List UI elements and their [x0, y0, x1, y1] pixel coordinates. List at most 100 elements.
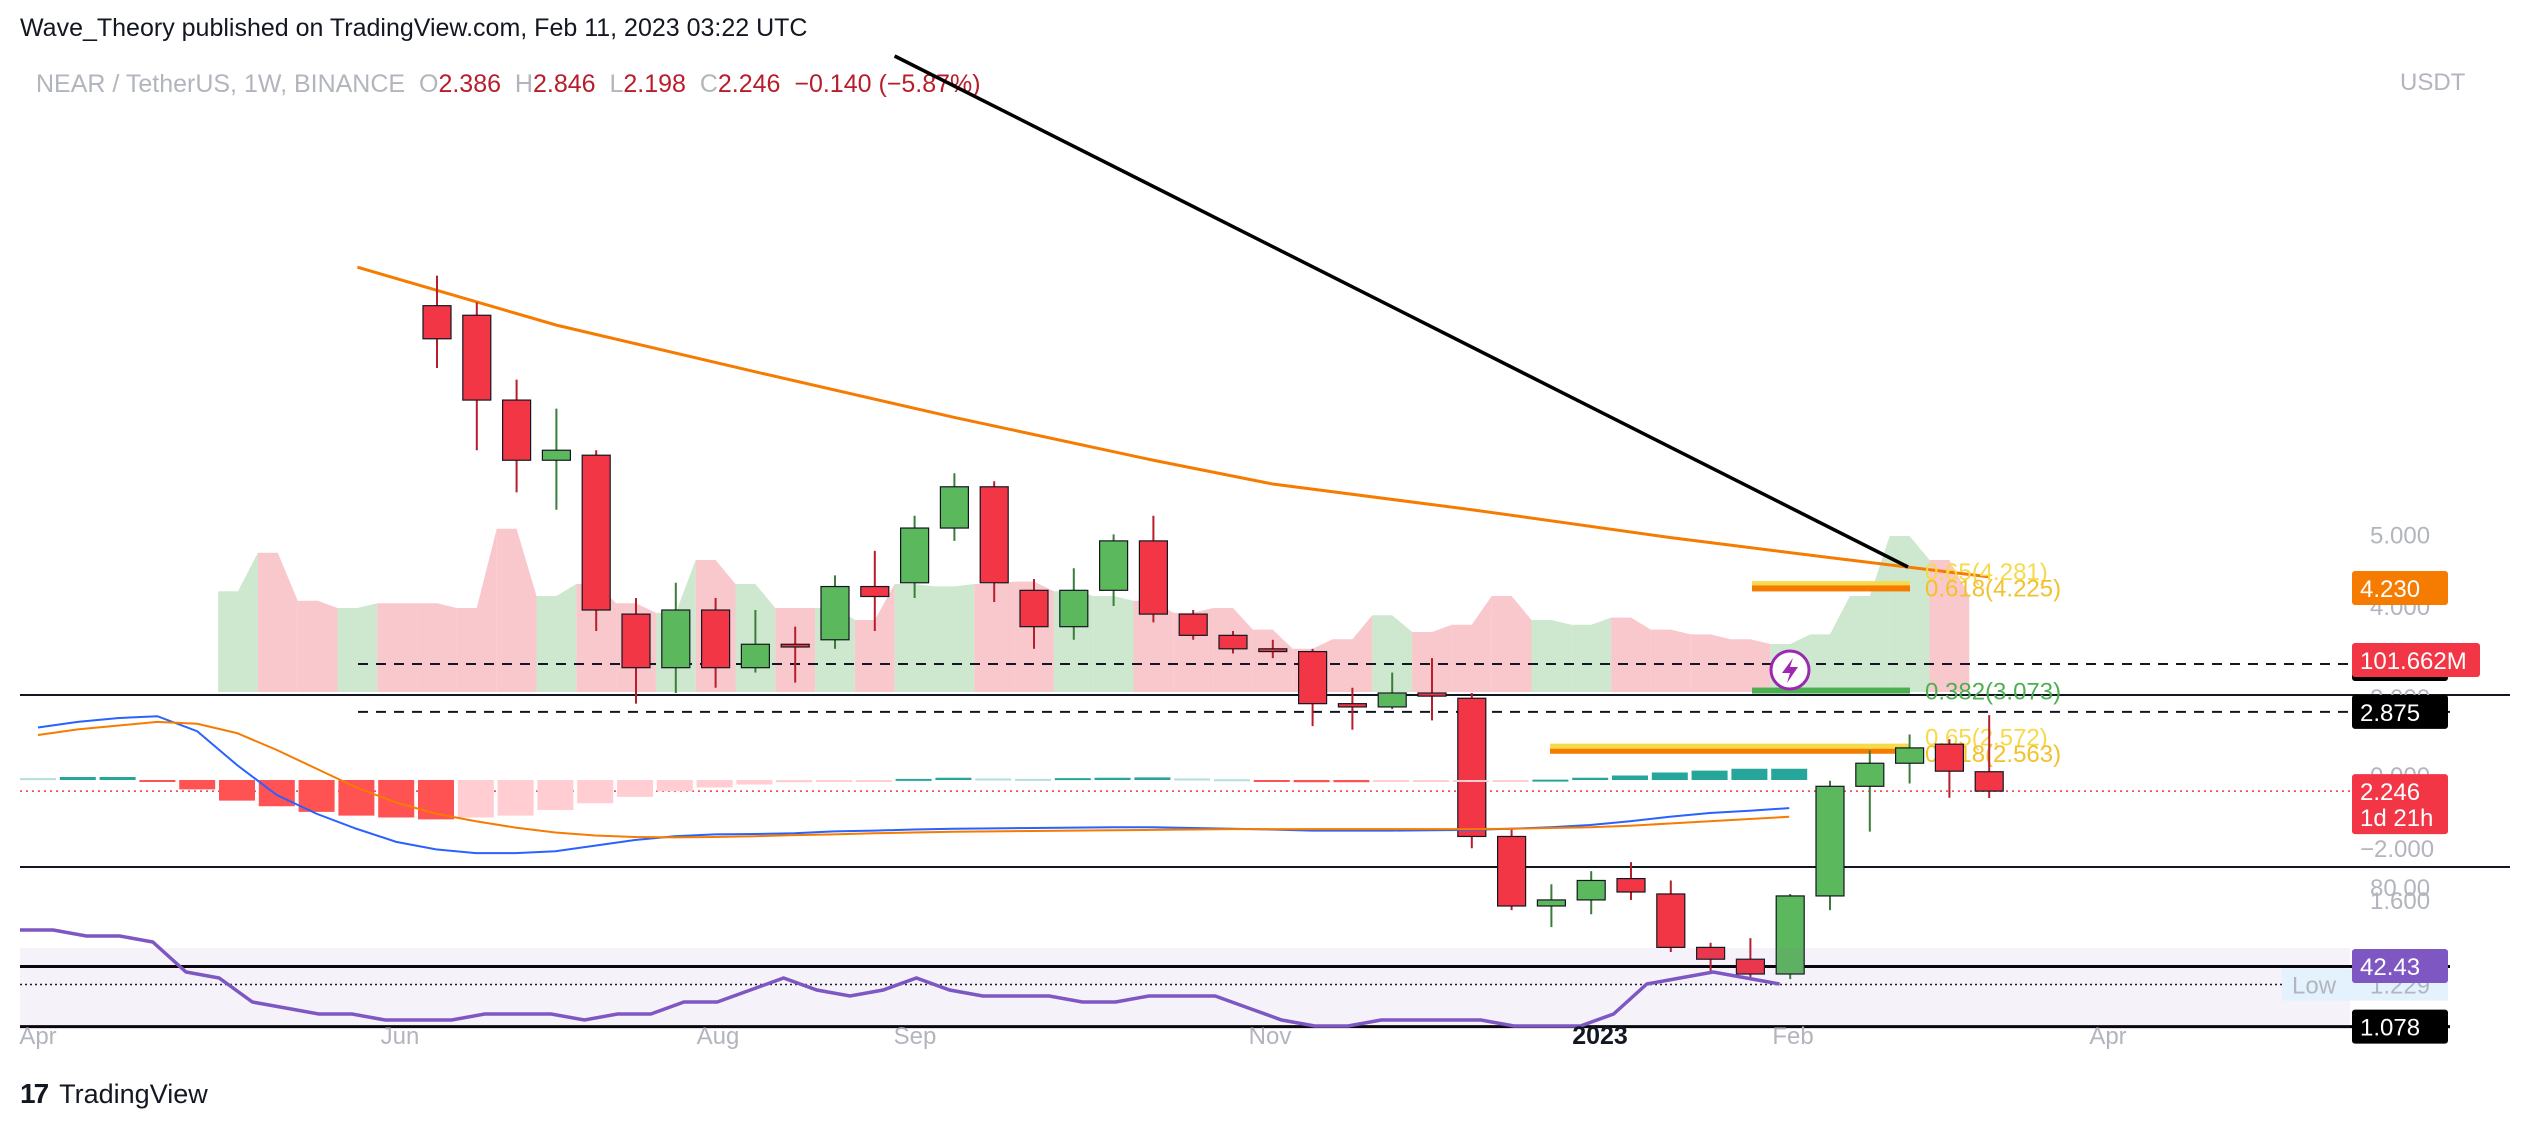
candle-body [939, 486, 970, 529]
candle-body [581, 454, 611, 611]
macd-histogram-bar [895, 778, 932, 781]
fib-label-065-upper: 0.65(4.281) [1925, 559, 2048, 586]
macd-histogram-bar [935, 777, 972, 780]
macd-histogram-bar [577, 780, 614, 804]
candle-body [1457, 697, 1487, 838]
macd-histogram-bar [1532, 779, 1569, 782]
volume-area [1372, 615, 1413, 692]
rsi-tag [2352, 949, 2448, 983]
macd-histogram-bar [179, 780, 216, 790]
candle-body [422, 305, 452, 340]
volume-area [337, 603, 378, 692]
macd-histogram-bar [1253, 780, 1290, 782]
candle-body [700, 609, 731, 669]
macd-histogram-bar [1054, 778, 1091, 781]
macd-histogram-bar [497, 780, 534, 816]
macd-histogram-bar [1731, 768, 1768, 780]
candle-body [1178, 613, 1208, 636]
macd-histogram-bar [1134, 777, 1171, 780]
price-tag-label: 2.246 [2360, 779, 2420, 806]
fib-0382 [1752, 687, 1910, 694]
volume-area [1929, 560, 1970, 692]
macd-histogram-bar [617, 780, 653, 797]
x-axis-label: Jun [381, 1023, 420, 1050]
publisher-line: Wave_Theory published on TradingView.com… [20, 14, 808, 42]
macd-histogram-bar [139, 780, 176, 782]
macd-histogram-bar [1691, 770, 1728, 780]
candle-body [1337, 703, 1368, 708]
macd-histogram-bar [258, 780, 295, 807]
macd-histogram-bar [338, 780, 375, 816]
candle-body [1019, 589, 1049, 628]
macd-histogram-bar [1651, 772, 1688, 780]
macd-histogram-bar [1293, 780, 1330, 783]
fib-label-0618-upper: 0.618(4.225) [1925, 575, 2061, 602]
macd-histogram-bar [99, 777, 136, 780]
volume-area [1611, 617, 1651, 692]
rsi-band [20, 948, 2350, 1028]
macd-histogram-bar [20, 778, 56, 781]
candle-body [899, 527, 930, 584]
volume-area [1451, 596, 1492, 692]
volume-area [974, 581, 1015, 692]
close-key: C [699, 70, 718, 98]
candle-body [1656, 893, 1686, 948]
volume-area [1730, 639, 1771, 692]
macd-histogram-bar [1373, 780, 1410, 782]
volume-area [1491, 596, 1532, 692]
moving-average-line [356, 265, 1990, 579]
volume-area [496, 528, 537, 692]
candle-body [1775, 895, 1805, 975]
open-value: 2.386 [438, 70, 502, 98]
price-tick-label: 1.600 [2370, 888, 2430, 915]
volume-area [1252, 629, 1293, 692]
macd-histogram-bar [696, 780, 733, 788]
macd-histogram-bar [855, 780, 892, 782]
high-value: 2.846 [532, 70, 596, 98]
candle-body [1576, 879, 1606, 901]
macd-histogram-bar [1413, 780, 1449, 782]
price-tag-label: 4.230 [2360, 576, 2420, 603]
candle-body [1536, 899, 1567, 907]
tradingview-logo[interactable]: 17 TradingView [20, 1078, 208, 1110]
volume-area [1810, 596, 1850, 692]
candle-body [1934, 743, 1965, 772]
macd-histogram-bar [1214, 779, 1250, 782]
candle-body [462, 314, 492, 401]
volume-area [1332, 615, 1373, 692]
macd-histogram-bar [457, 780, 494, 818]
macd-histogram-bar [298, 780, 335, 812]
candle-body [1138, 540, 1169, 615]
descending-trendline [893, 54, 1909, 569]
volume-area [377, 603, 418, 692]
volume-area [1531, 620, 1572, 692]
volume-area [1849, 536, 1890, 692]
candle-body [1894, 747, 1925, 764]
candle-body [1855, 762, 1885, 787]
volume-area [1571, 617, 1612, 692]
candle-body [1098, 540, 1129, 591]
price-tag-label: 2.875 [2360, 700, 2420, 727]
macd-histogram-bar [1015, 778, 1051, 781]
volume-area [417, 603, 457, 692]
volume-area [536, 584, 577, 692]
volume-area [456, 528, 497, 692]
volume-area [1650, 629, 1691, 692]
macd-tick-label: −2.000 [2360, 836, 2434, 863]
close-value: 2.246 [717, 70, 781, 98]
rsi-tag-label: 42.43 [2360, 954, 2420, 981]
candle-body [740, 643, 771, 669]
low-marker-label: Low [2292, 973, 2337, 1000]
x-axis-label: Sep [894, 1023, 937, 1050]
price-tag-label: 1.078 [2360, 1015, 2420, 1042]
macd-histogram-bar [1492, 780, 1529, 782]
candle-body [1735, 958, 1766, 975]
volume-tag-label: 101.662M [2360, 648, 2467, 675]
macd-histogram-bar [1094, 777, 1131, 780]
macd-histogram-bar [537, 780, 574, 810]
fib-label-0382: 0.382(3.073) [1925, 679, 2061, 706]
candle-body [820, 585, 850, 641]
candle-body [1695, 946, 1726, 960]
candle-body [621, 613, 651, 669]
